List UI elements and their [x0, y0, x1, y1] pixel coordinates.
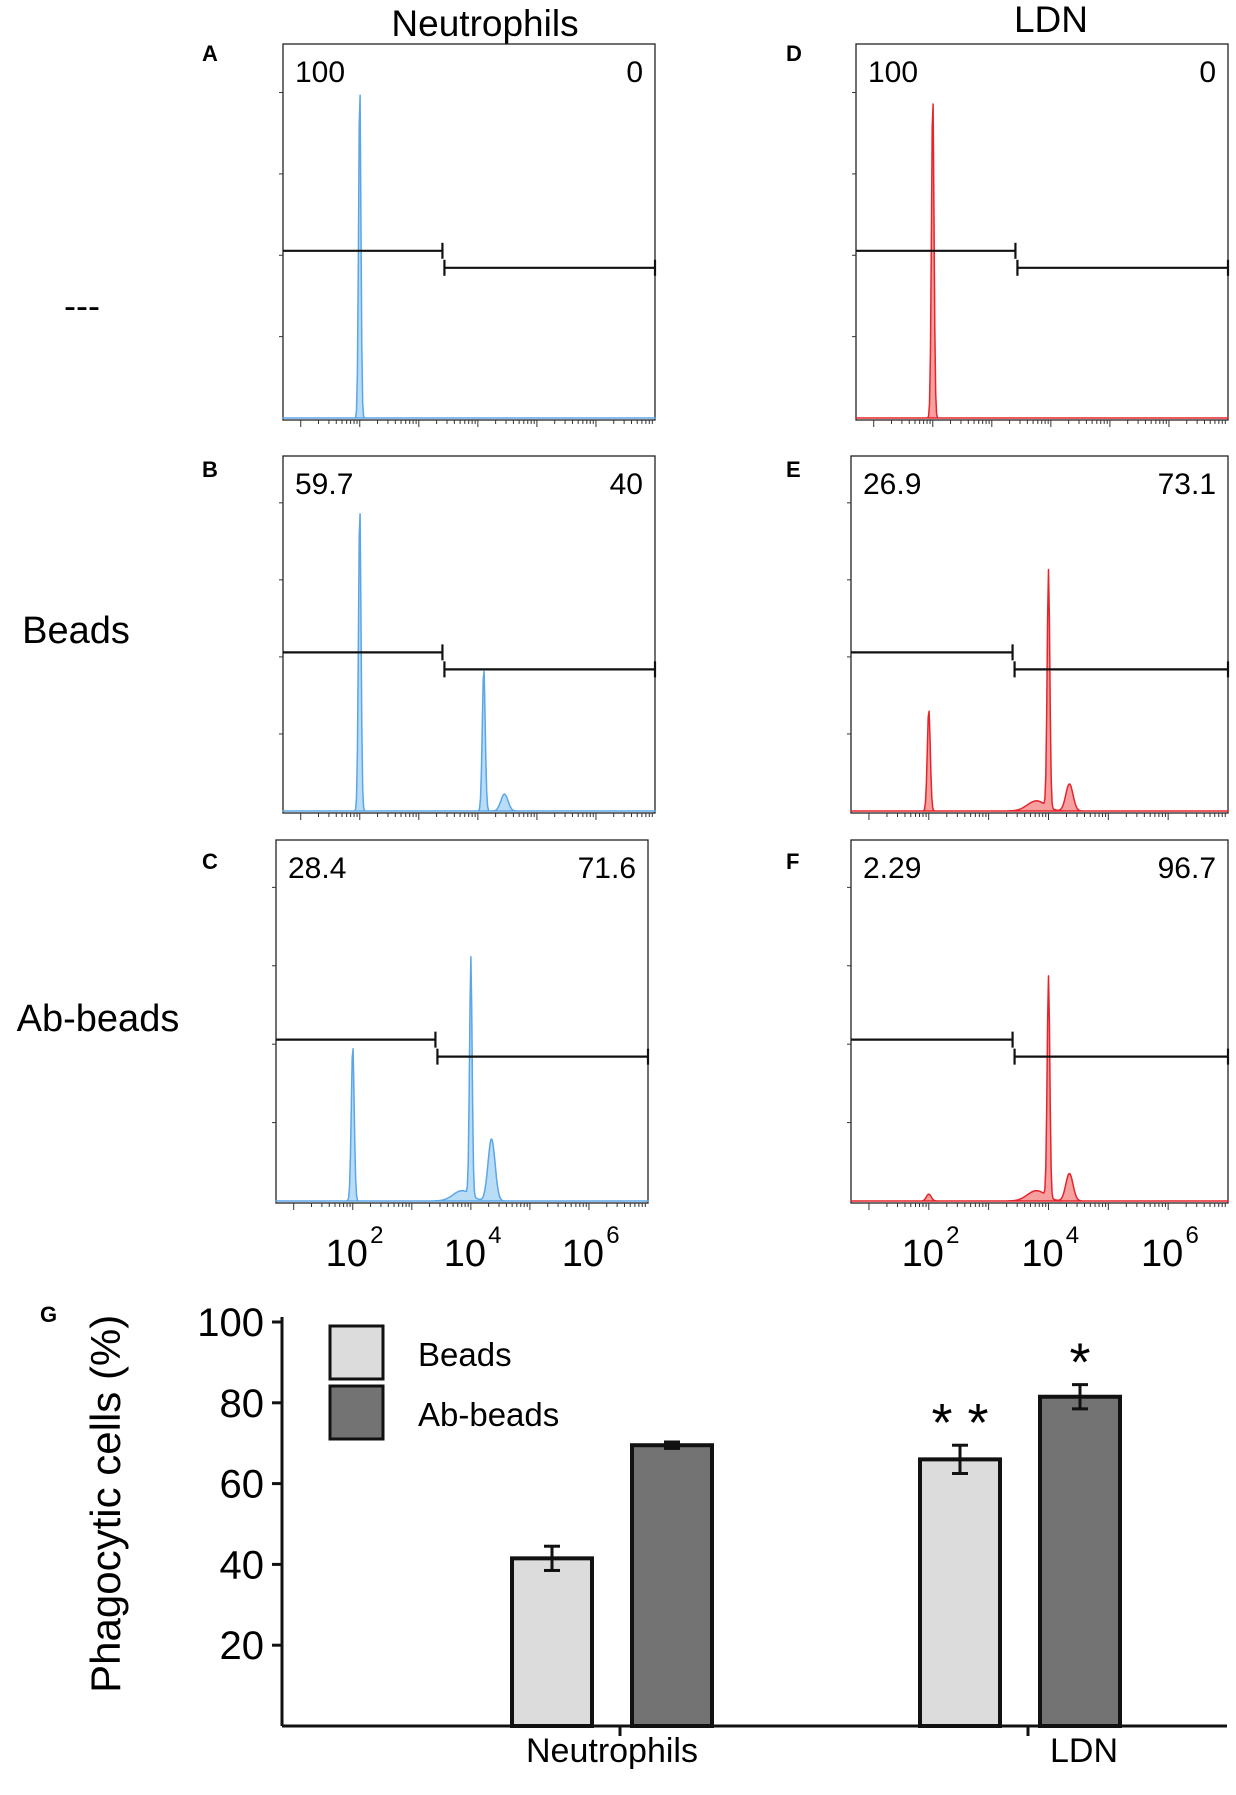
- plot-frame: [282, 43, 656, 421]
- bar-beads-ldn: [918, 1457, 1002, 1728]
- plot-frame: [850, 839, 1229, 1204]
- x-tick-exponent: 2: [946, 1222, 959, 1249]
- legend-label-ab-beads: Ab-beads: [418, 1396, 559, 1433]
- y-axis-label: Phagocytic cells (%): [82, 1315, 129, 1693]
- legend-swatch-ab-beads: [328, 1384, 385, 1441]
- gate-left-percent: 26.9: [863, 468, 921, 501]
- gate-left-percent: 2.29: [863, 852, 921, 885]
- gate-right-percent: 96.7: [1158, 852, 1216, 885]
- gate-left-percent: 100: [295, 56, 345, 89]
- x-tick-exponent: 6: [606, 1222, 619, 1249]
- plot-frame: [850, 455, 1229, 814]
- column-title-ldn: LDN: [1014, 0, 1088, 40]
- x-tick-label: 10: [444, 1233, 486, 1275]
- histogram-area: [282, 94, 656, 419]
- x-tick-label: 10: [326, 1233, 368, 1275]
- gate-right-percent: 40: [610, 468, 643, 501]
- x-tick-exponent: 4: [1066, 1222, 1079, 1249]
- histogram-area: [275, 955, 649, 1202]
- legend-label-beads: Beads: [418, 1336, 512, 1373]
- y-tick-label: 100: [197, 1301, 264, 1345]
- legend: Beads Ab-beads: [328, 1324, 559, 1441]
- histogram-area: [282, 512, 656, 812]
- x-tick-exponent: 6: [1185, 1222, 1198, 1249]
- gate-left-percent: 59.7: [295, 468, 353, 501]
- bar-beads-neutrophils: [510, 1556, 594, 1728]
- panel-letter-b: B: [202, 457, 218, 482]
- row-label-control: ---: [64, 285, 100, 326]
- histogram-panel-d: 100 0: [852, 43, 1230, 427]
- category-label-ldn: LDN: [1050, 1732, 1118, 1770]
- gate-left-percent: 28.4: [288, 852, 346, 885]
- y-tick-label: 60: [220, 1463, 265, 1507]
- histogram-area: [850, 975, 1229, 1202]
- panel-letter-f: F: [786, 849, 799, 874]
- histogram-panel-a: 100 0: [279, 43, 657, 427]
- histogram-area: [850, 568, 1229, 812]
- x-tick-label: 10: [1021, 1233, 1063, 1275]
- x-axis-labels-neutrophils: 10 2 10 4 10 6: [326, 1222, 620, 1275]
- bar-ab-beads-neutrophils: [630, 1443, 714, 1728]
- plot-frame: [855, 43, 1229, 421]
- x-axis-labels-ldn: 10 2 10 4 10 6: [902, 1222, 1199, 1275]
- y-tick-label: 40: [220, 1543, 265, 1587]
- x-tick-exponent: 2: [370, 1222, 383, 1249]
- significance-marker: *: [1069, 1333, 1090, 1393]
- gate-right-percent: 0: [626, 56, 643, 89]
- plot-frame: [282, 455, 656, 814]
- gate-right-percent: 0: [1199, 56, 1216, 89]
- row-label-beads: Beads: [22, 610, 130, 652]
- legend-swatch-beads: [328, 1324, 385, 1381]
- bar-ab-beads-ldn: [1038, 1394, 1122, 1728]
- gate-right-percent: 73.1: [1158, 468, 1216, 501]
- histogram-area: [855, 103, 1229, 419]
- panel-letter-g: G: [40, 1302, 57, 1327]
- histogram-panel-e: 26.9 73.1: [847, 455, 1230, 820]
- row-label-abbeads: Ab-beads: [17, 998, 180, 1040]
- histogram-panel-b: 59.7 40: [279, 455, 657, 820]
- y-tick-label: 20: [220, 1624, 265, 1668]
- category-label-neutrophils: Neutrophils: [526, 1732, 698, 1770]
- x-tick-label: 10: [902, 1233, 944, 1275]
- gate-left-percent: 100: [868, 56, 918, 89]
- x-tick-label: 10: [562, 1233, 604, 1275]
- x-tick-exponent: 4: [488, 1222, 501, 1249]
- panel-letter-e: E: [786, 457, 801, 482]
- gate-right-percent: 71.6: [578, 852, 636, 885]
- panel-letter-d: D: [786, 41, 802, 66]
- panel-letter-c: C: [202, 849, 218, 874]
- histogram-panel-f: 2.29 96.7: [847, 839, 1230, 1210]
- x-tick-label: 10: [1141, 1233, 1183, 1275]
- panel-letter-a: A: [202, 41, 218, 66]
- significance-marker: * *: [931, 1393, 988, 1453]
- column-title-neutrophils: Neutrophils: [391, 3, 578, 44]
- plot-frame: [275, 839, 649, 1204]
- y-tick-label: 80: [220, 1382, 265, 1426]
- bar-chart-panel-g: 20 40 60 80 100 Phagocytic cells (%) Neutrophi…: [82, 1301, 1227, 1770]
- histogram-panel-c: 28.4 71.6: [272, 839, 650, 1210]
